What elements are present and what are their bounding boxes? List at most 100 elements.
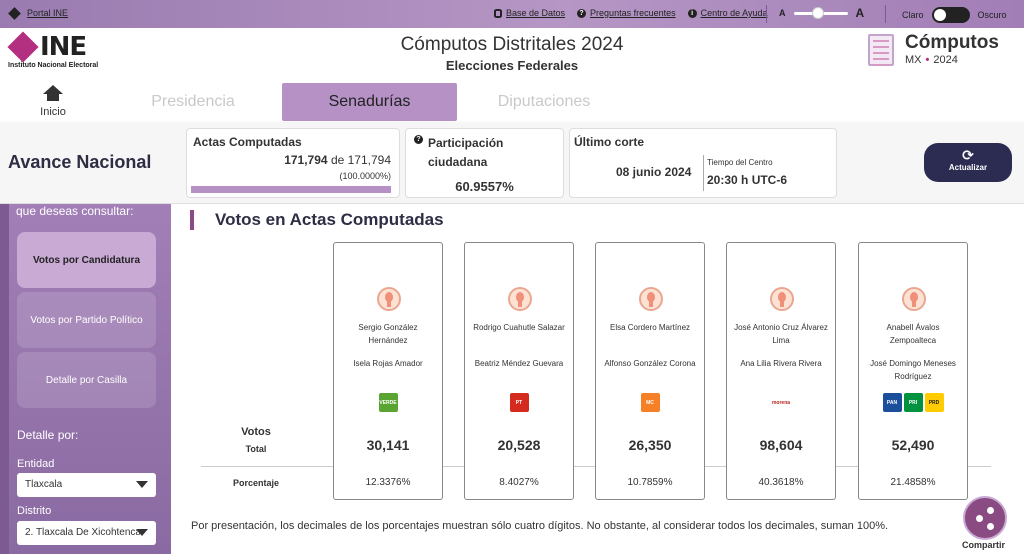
database-icon [494, 8, 502, 18]
candidate-avatar-icon [770, 287, 794, 311]
avance-nacional-bar: Avance Nacional Actas Computadas 171,794… [0, 122, 1024, 204]
share-button[interactable] [963, 496, 1007, 540]
top-links: Base de Datos ? Preguntas frecuentes i C… [494, 8, 768, 18]
election-tabs: Inicio Presidencia Senadurías Diputacion… [0, 82, 1024, 122]
party-logos: MC [596, 393, 704, 412]
party-logo-icon: VERDE [378, 393, 398, 412]
actualizar-label: Actualizar [948, 163, 988, 172]
votos-label: Votos [241, 426, 271, 438]
home-icon [43, 85, 63, 101]
base-de-datos-link[interactable]: Base de Datos [494, 8, 565, 18]
font-size-slider[interactable] [793, 6, 848, 19]
total-label: Total [245, 444, 267, 454]
computos-brand-title: Cómputos [905, 32, 999, 53]
candidate-avatar-icon [639, 287, 663, 311]
party-logo-icon: MC [640, 393, 660, 412]
font-size-control: A A [779, 6, 864, 20]
party-logo-icon: PRI [903, 393, 923, 412]
party-logos: PAN PRI PRD [859, 393, 967, 412]
home-button[interactable]: Inicio [38, 85, 68, 118]
actas-progress-bar [191, 186, 391, 193]
porcentaje-label: Porcentaje [232, 478, 280, 488]
detalle-por-casilla-button[interactable]: Detalle por Casilla [17, 352, 156, 408]
candidate-card: Sergio González Hernández Isela Rojas Ama… [333, 242, 443, 500]
corte-date: 08 junio 2024 [616, 165, 692, 179]
candidate-name-2: Ana Lilia Rivera Rivera [740, 359, 822, 368]
candidate-percent: 40.3618% [758, 477, 804, 488]
ine-logo[interactable]: INE Instituto Nacional Electoral [7, 31, 128, 72]
header: INE Instituto Nacional Electoral Cómputo… [0, 28, 1024, 82]
ine-logo-subtitle: Instituto Nacional Electoral [8, 62, 99, 69]
candidate-name-1: José Antonio Cruz Álvarez Lima [734, 323, 828, 345]
candidate-card: Rodrigo Cuahutle Salazar Beatriz Méndez G… [464, 242, 574, 500]
slider-knob[interactable] [811, 6, 824, 19]
share-icon [987, 507, 994, 514]
tab-diputaciones[interactable]: Diputaciones [497, 93, 591, 110]
centro-de-ayuda-label: Centro de Ayuda [700, 8, 768, 18]
font-decrease-button[interactable]: A [779, 8, 786, 18]
candidate-total: 26,350 [628, 437, 672, 453]
ine-logo-text: INE [40, 32, 87, 62]
question-icon[interactable]: ? [414, 135, 423, 144]
candidate-name-1: Sergio González Hernández [358, 323, 418, 345]
candidate-percent: 8.4027% [499, 477, 539, 488]
candidate-percent: 21.4858% [890, 477, 936, 488]
candidate-card: José Antonio Cruz Álvarez Lima Ana Lilia … [726, 242, 836, 500]
candidate-name-1: Rodrigo Cuahutle Salazar [473, 323, 565, 332]
sidebar-strip [0, 204, 9, 554]
tab-senadurias[interactable]: Senadurías [282, 83, 457, 121]
share-label: Compartir [962, 540, 1006, 550]
votos-por-partido-button[interactable]: Votos por Partido Político [17, 292, 156, 348]
actas-value: 171,794 de 171,794 [284, 153, 391, 167]
candidate-name-2: José Domingo Meneses Rodríguez [870, 359, 956, 381]
home-label: Inicio [40, 106, 66, 118]
theme-toggle[interactable] [931, 7, 970, 23]
distrito-select[interactable]: 2. Tlaxcala De Xicohtencatl [17, 521, 156, 545]
preguntas-frecuentes-label: Preguntas frecuentes [590, 8, 676, 18]
votos-por-candidatura-button[interactable]: Votos por Candidatura [17, 232, 156, 288]
actas-progress-fill [191, 186, 391, 193]
centro-de-ayuda-link[interactable]: i Centro de Ayuda [687, 8, 768, 18]
ultimo-corte-card: Último corte 08 junio 2024 Tiempo del Ce… [569, 128, 837, 198]
distrito-label: Distrito [17, 505, 52, 517]
portal-ine-link[interactable]: Portal INE [8, 6, 69, 20]
party-logos: morena [727, 393, 835, 412]
candidate-name-2: Beatriz Méndez Guevara [474, 359, 564, 368]
divider [885, 5, 886, 23]
sidebar: que deseas consultar: Votos por Candidat… [0, 204, 171, 554]
candidate-percent: 12.3376% [365, 477, 411, 488]
toggle-knob [933, 9, 946, 21]
theme-dark-label: Oscuro [977, 10, 1007, 20]
entidad-select[interactable]: Tlaxcala [17, 473, 156, 497]
candidate-total: 52,490 [891, 437, 935, 453]
candidate-total: 30,141 [366, 437, 410, 453]
actualizar-button[interactable]: ⟳ Actualizar [924, 143, 1012, 182]
chevron-down-icon [136, 529, 148, 536]
theme-light-label: Claro [902, 10, 924, 20]
refresh-icon: ⟳ [962, 147, 974, 163]
preguntas-frecuentes-link[interactable]: ? Preguntas frecuentes [577, 8, 676, 18]
portal-ine-label: Portal INE [27, 8, 69, 18]
candidate-name-1: Elsa Cordero Martínez [609, 323, 691, 332]
candidate-total: 20,528 [497, 437, 541, 453]
party-logo-icon: morena [766, 393, 796, 412]
corte-timezone: Tiempo del Centro [707, 158, 773, 167]
percentage-note: Por presentación, los decimales de los p… [191, 520, 889, 532]
font-increase-button[interactable]: A [855, 6, 865, 20]
tab-presidencia[interactable]: Presidencia [151, 93, 235, 110]
corte-title: Último corte [574, 135, 645, 149]
page-title: Cómputos Distritales 2024 [400, 34, 624, 55]
top-bar: Portal INE Base de Datos ? Preguntas fre… [0, 0, 1024, 28]
candidate-avatar-icon [508, 287, 532, 311]
candidate-avatar-icon [902, 287, 926, 311]
section-accent [190, 210, 194, 230]
corte-time: 20:30 h UTC-6 [707, 173, 788, 187]
actas-title: Actas Computadas [193, 135, 302, 149]
party-logos: PT [465, 393, 573, 412]
actas-percent: (100.0000%) [339, 171, 391, 181]
candidate-card: Anabell Ávalos Zempoalteca José Domingo M… [858, 242, 968, 500]
theme-switch: Claro Oscuro [902, 7, 1007, 23]
section-title: Votos en Actas Computadas [215, 210, 444, 229]
candidate-percent: 10.7859% [627, 477, 673, 488]
divider [703, 155, 704, 191]
